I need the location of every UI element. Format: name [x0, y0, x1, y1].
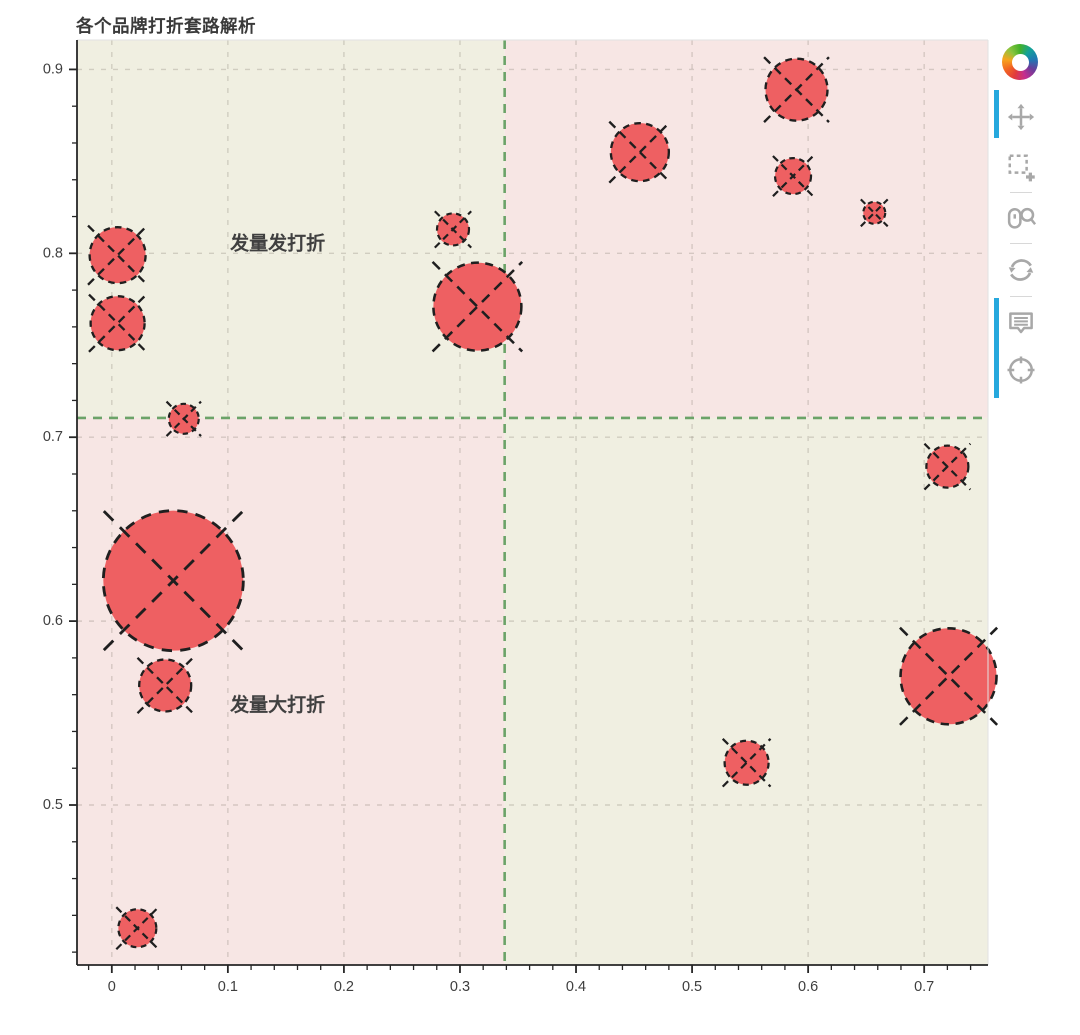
bokeh-toolbar: [994, 40, 1046, 400]
hover-tool-icon[interactable]: [1006, 308, 1036, 338]
toolbar-separator: [1010, 296, 1032, 297]
bubble-x-stroke: [431, 260, 524, 353]
y-tick-label: 0.9: [43, 61, 63, 77]
bubble-marker: [862, 200, 887, 225]
bubble-x-stroke: [431, 260, 524, 353]
x-tick-label: 0.5: [682, 979, 702, 995]
bubble-x-stroke: [923, 442, 972, 491]
active-tool-indicator-inspect: [994, 298, 999, 398]
x-tick-label: 0.2: [334, 979, 354, 995]
bubble-x-stroke: [434, 210, 472, 249]
bubble-x-stroke: [165, 400, 202, 437]
y-tick-label: 0.7: [43, 429, 63, 445]
bubble-x-stroke: [899, 626, 999, 726]
toolbar-separator: [1010, 243, 1032, 244]
quadrant-top-left: [77, 40, 505, 418]
quadrant-annotation: 发量大打折: [229, 693, 325, 716]
reset-tool-icon[interactable]: [1006, 255, 1036, 285]
bubble-x-stroke: [899, 626, 999, 726]
x-tick-label: 0.6: [798, 979, 818, 995]
box-zoom-tool-icon[interactable]: [1006, 152, 1036, 182]
bubble-x-stroke: [721, 738, 772, 788]
bubble-x-stroke: [772, 155, 814, 197]
pan-tool-icon[interactable]: [1006, 102, 1036, 132]
quadrant-top-right: [504, 40, 988, 418]
toolbar-separator: [1010, 192, 1032, 193]
crosshair-tool-icon[interactable]: [1006, 355, 1036, 385]
bubble-x-stroke: [115, 906, 160, 951]
y-tick-label: 0.5: [43, 797, 63, 813]
bubble-x-stroke: [763, 56, 830, 123]
bubble-marker: [89, 295, 146, 352]
bubble-x-stroke: [102, 510, 244, 652]
x-tick-label: 0.1: [218, 979, 238, 995]
x-tick-label: 0.4: [566, 979, 586, 995]
x-tick-label: 0.3: [450, 979, 470, 995]
chart-title: 各个品牌打折套路解析: [76, 16, 256, 36]
bubble-x-stroke: [721, 738, 772, 788]
quadrant-annotation: 发量发打折: [229, 232, 325, 255]
bubble-marker: [88, 225, 147, 285]
x-tick-label: 0.7: [914, 979, 934, 995]
wheel-zoom-tool-icon[interactable]: [1006, 203, 1036, 233]
y-tick-label: 0.6: [43, 613, 63, 629]
x-tick-label: 0: [108, 979, 116, 995]
y-tick-label: 0.8: [43, 245, 63, 261]
active-tool-indicator-pan: [994, 90, 999, 138]
bubble-marker: [138, 658, 193, 713]
bokeh-logo-icon[interactable]: [1002, 44, 1038, 80]
bubble-marker: [899, 626, 998, 726]
